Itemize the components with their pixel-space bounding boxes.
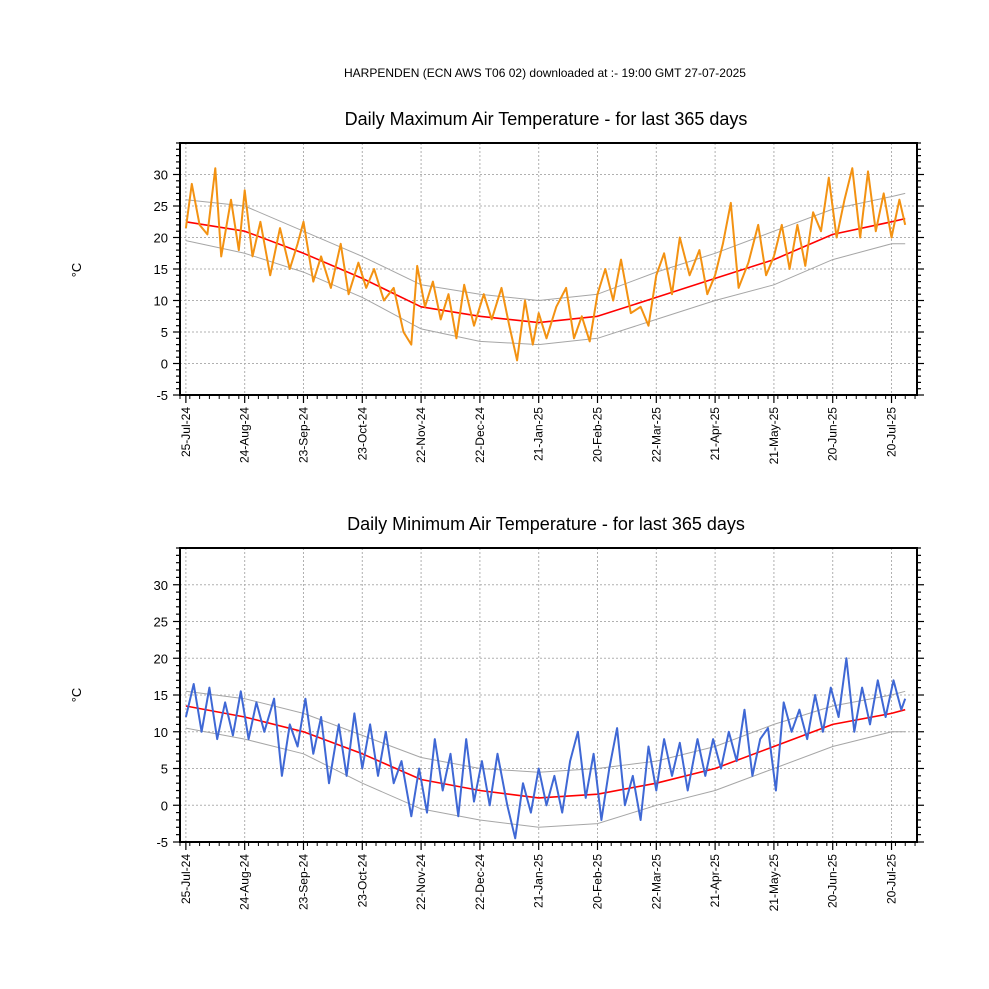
max-temp-chart-title: Daily Maximum Air Temperature - for last… <box>345 109 748 129</box>
max-y-tick-label: 10 <box>154 294 168 309</box>
min-daily-line <box>184 657 907 840</box>
min-y-tick-label: 20 <box>154 651 168 666</box>
min-x-tick-label: 23-Oct-24 <box>355 854 369 908</box>
max-y-tick-label: 20 <box>154 231 168 246</box>
min-x-tick-label: 25-Jul-24 <box>179 854 193 904</box>
max-x-tick-label: 23-Oct-24 <box>355 407 369 461</box>
min-mean-line <box>185 705 906 799</box>
max-x-tick-label: 21-May-25 <box>767 407 781 465</box>
max-upper-envelope-line <box>185 192 906 301</box>
max-x-tick-label: 22-Nov-24 <box>414 407 428 463</box>
page-header: HARPENDEN (ECN AWS T06 02) downloaded at… <box>344 66 746 80</box>
max-daily-line <box>184 167 907 362</box>
min-y-tick-label: -5 <box>156 835 168 850</box>
min-temp-y-axis-label: °C <box>69 688 84 703</box>
min-y-tick-label: 30 <box>154 578 168 593</box>
min-y-tick-label: 15 <box>154 688 168 703</box>
max-x-tick-label: 23-Sep-24 <box>296 407 310 463</box>
min-y-tick-label: 10 <box>154 725 168 740</box>
min-y-tick-label: 25 <box>154 615 168 630</box>
min-x-tick-label: 23-Sep-24 <box>296 854 310 910</box>
max-x-tick-label: 25-Jul-24 <box>179 407 193 457</box>
min-y-tick-label: 0 <box>161 798 168 813</box>
max-temp-y-axis-label: °C <box>69 263 84 278</box>
max-y-tick-label: -5 <box>156 388 168 403</box>
min-x-tick-label: 21-Apr-25 <box>708 854 722 908</box>
min-x-tick-label: 21-May-25 <box>767 854 781 912</box>
min-lower-envelope-line <box>185 727 906 828</box>
max-x-tick-label: 20-Feb-25 <box>591 407 605 463</box>
max-y-tick-label: 15 <box>154 262 168 277</box>
min-x-tick-label: 22-Dec-24 <box>473 854 487 910</box>
max-x-tick-label: 22-Dec-24 <box>473 407 487 463</box>
max-x-tick-label: 20-Jun-25 <box>826 407 840 461</box>
max-y-tick-label: 0 <box>161 357 168 372</box>
min-y-tick-label: 5 <box>161 762 168 777</box>
max-y-tick-label: 30 <box>154 168 168 183</box>
min-x-tick-label: 21-Jan-25 <box>532 854 546 908</box>
max-x-tick-label: 22-Mar-25 <box>649 407 663 463</box>
max-y-tick-label: 25 <box>154 199 168 214</box>
max-x-tick-label: 21-Jan-25 <box>532 407 546 461</box>
max-x-tick-label: 24-Aug-24 <box>238 407 252 463</box>
min-x-tick-label: 20-Feb-25 <box>591 854 605 910</box>
min-x-tick-label: 24-Aug-24 <box>238 854 252 910</box>
min-x-tick-label: 20-Jul-25 <box>885 854 899 904</box>
max-x-tick-label: 21-Apr-25 <box>708 407 722 461</box>
min-temp-chart-title: Daily Minimum Air Temperature - for last… <box>347 514 745 534</box>
max-x-tick-label: 20-Jul-25 <box>885 407 899 457</box>
max-mean-line <box>185 217 906 324</box>
max-y-tick-label: 5 <box>161 325 168 340</box>
min-x-tick-label: 22-Mar-25 <box>649 854 663 910</box>
min-x-tick-label: 20-Jun-25 <box>826 854 840 908</box>
max-temp-chart: Daily Maximum Air Temperature - for last… <box>69 109 924 464</box>
min-x-tick-label: 22-Nov-24 <box>414 854 428 910</box>
min-temp-chart: Daily Minimum Air Temperature - for last… <box>69 514 924 911</box>
